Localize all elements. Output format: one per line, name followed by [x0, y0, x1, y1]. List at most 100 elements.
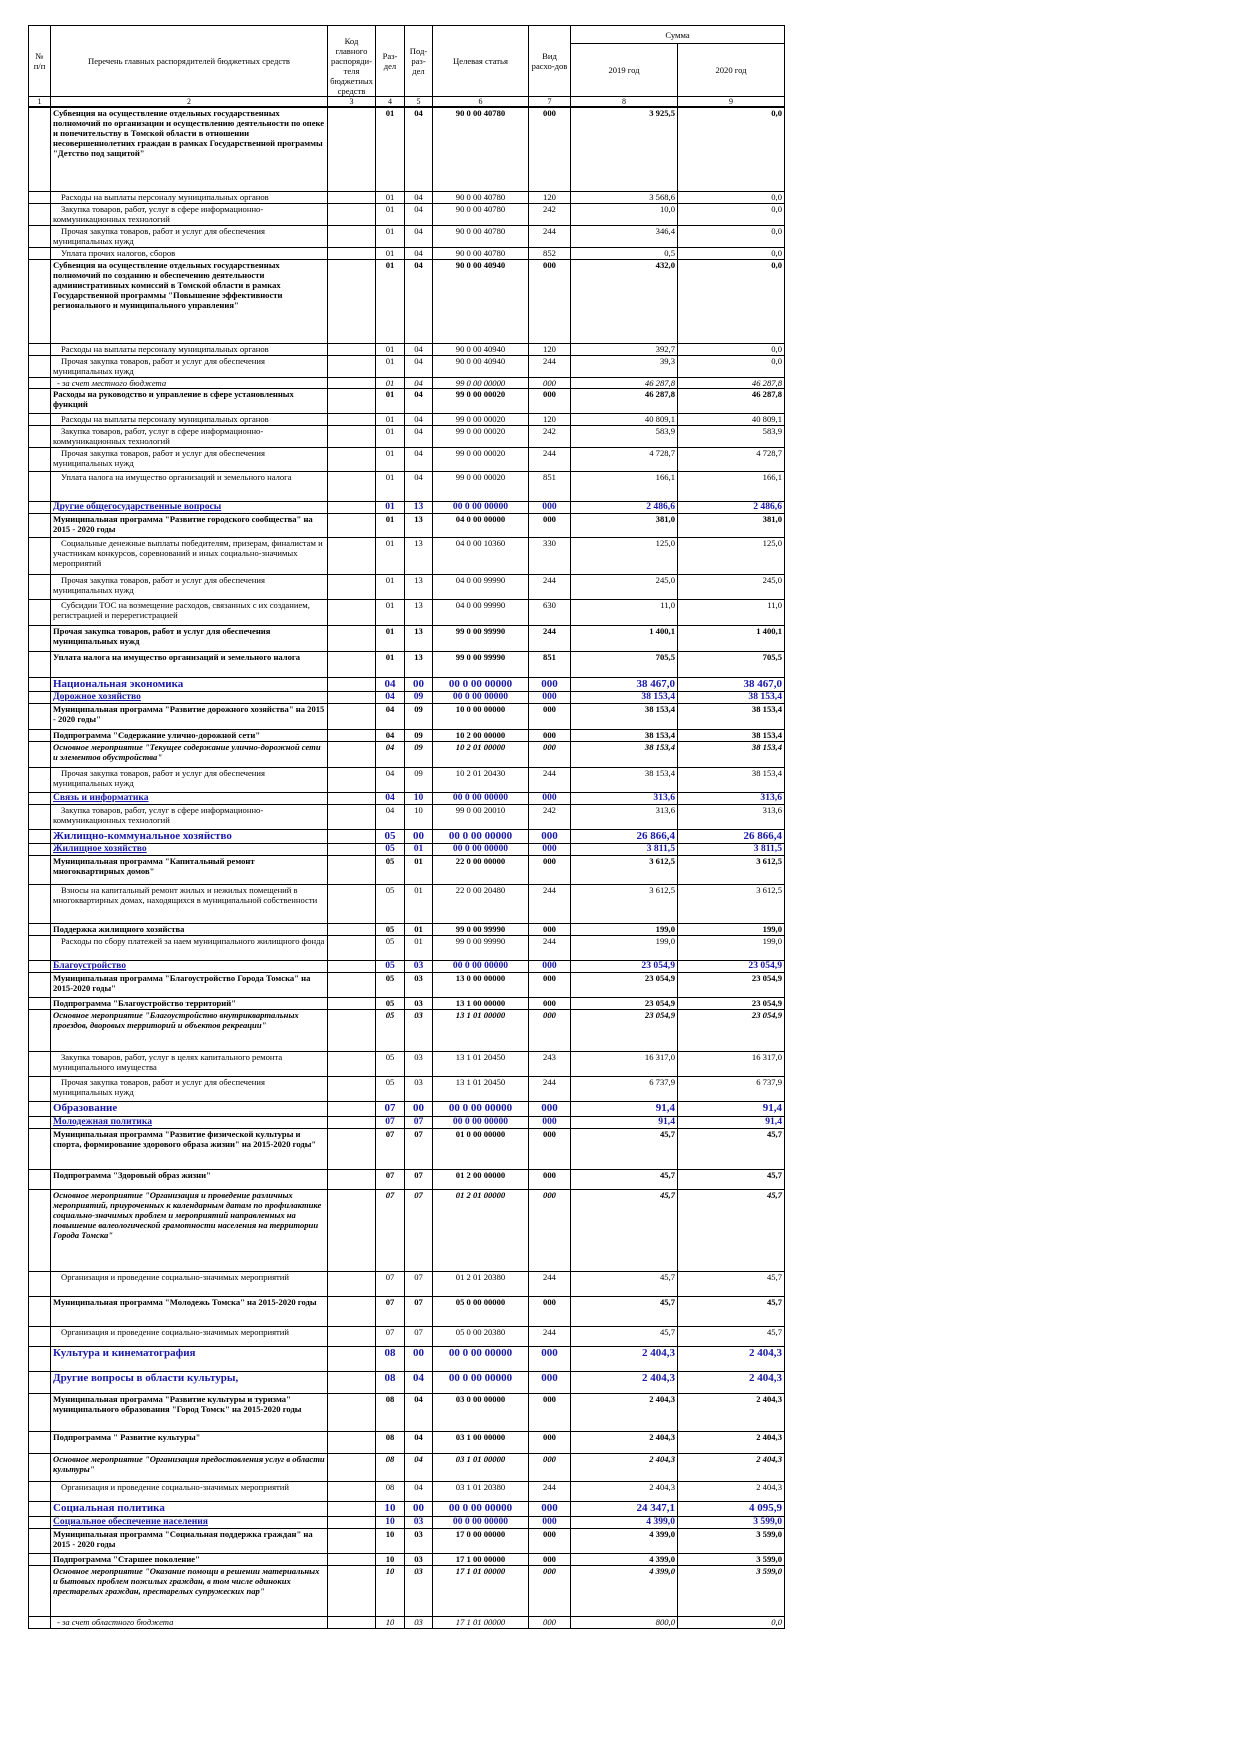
expense-type: 630: [528, 598, 571, 626]
sum-2019: 313,6: [570, 791, 678, 805]
podrazdel: 09: [404, 766, 433, 793]
sum-2020: 38 153,4: [677, 690, 785, 704]
expense-type: 000: [528, 690, 571, 704]
table-row: Прочая закупка товаров, работ и услуг дл…: [28, 354, 785, 378]
table-row: Подпрограмма "Благоустройство территорий…: [28, 996, 785, 1010]
target-article: 04 0 00 00000: [432, 512, 529, 538]
code-cell: [327, 342, 376, 356]
row-number-cell: [28, 702, 51, 730]
table-row: Основное мероприятие "Организация и пров…: [28, 1188, 785, 1272]
expense-type: 120: [528, 190, 571, 204]
razdel: 05: [375, 1008, 405, 1052]
podrazdel: 07: [404, 1270, 433, 1297]
table-row: Прочая закупка товаров, работ и услуг дл…: [28, 573, 785, 600]
expense-type: 000: [528, 971, 571, 998]
razdel: 04: [375, 766, 405, 793]
podrazdel: 03: [404, 1008, 433, 1052]
code-cell: [327, 1075, 376, 1102]
item-name: Закупка товаров, работ, услуг в сфере ин…: [50, 424, 328, 448]
sum-2020: 45,7: [677, 1295, 785, 1327]
expense-type: 000: [528, 922, 571, 936]
expense-type: 000: [528, 1500, 571, 1517]
row-number-cell: [28, 676, 51, 692]
expense-type: 000: [528, 1100, 571, 1117]
razdel: 10: [375, 1615, 405, 1629]
row-number-cell: [28, 536, 51, 575]
podrazdel: 07: [404, 1325, 433, 1347]
table-row: Организация и проведение социально-значи…: [28, 1270, 785, 1297]
row-number-cell: [28, 470, 51, 502]
table-row: Закупка товаров, работ, услуг в сфере ин…: [28, 202, 785, 226]
table-row: Субвенция на осуществление отдельных гос…: [28, 106, 785, 192]
podrazdel: 01: [404, 934, 433, 961]
sum-2020: 0,0: [677, 258, 785, 344]
row-number-cell: [28, 1008, 51, 1052]
target-article: 00 0 00 00000: [432, 959, 529, 973]
column-number: 9: [677, 96, 785, 108]
item-name: Расходы на руководство и управление в сф…: [50, 387, 328, 414]
target-article: 99 0 00 99990: [432, 934, 529, 961]
table-row: Уплата прочих налогов, сборов 01 04 90 0 00…: [28, 246, 785, 260]
code-cell: [327, 412, 376, 426]
code-cell: [327, 791, 376, 805]
item-name: Основное мероприятие "Текущее содержание…: [50, 740, 328, 768]
sum-2019: 4 399,0: [570, 1564, 678, 1617]
column-number: 8: [570, 96, 678, 108]
sum-2020: 91,4: [677, 1100, 785, 1117]
row-number-cell: [28, 1500, 51, 1517]
sum-2020: 3 612,5: [677, 883, 785, 924]
row-number-cell: [28, 690, 51, 704]
target-article: 99 0 00 99990: [432, 922, 529, 936]
razdel: 01: [375, 387, 405, 414]
code-cell: [327, 190, 376, 204]
row-number-cell: [28, 934, 51, 961]
header-cell: Целевая статья: [432, 25, 529, 97]
expense-type: 244: [528, 573, 571, 600]
target-article: 04 0 00 10360: [432, 536, 529, 575]
razdel: 01: [375, 106, 405, 192]
target-article: 90 0 00 40780: [432, 246, 529, 260]
row-number-cell: [28, 922, 51, 936]
row-number-cell: [28, 883, 51, 924]
sum-2020: 3 811,5: [677, 842, 785, 856]
expense-type: 000: [528, 996, 571, 1010]
sum-2019: 45,7: [570, 1168, 678, 1190]
sum-2019: 3 612,5: [570, 883, 678, 924]
code-cell: [327, 512, 376, 538]
sum-2019: 38 467,0: [570, 676, 678, 692]
item-name: Муниципальная программа "Капитальный рем…: [50, 854, 328, 885]
target-article: 99 0 00 99990: [432, 624, 529, 652]
podrazdel: 04: [404, 387, 433, 414]
table-row: - за счет местного бюджета 01 04 99 0 00 00…: [28, 376, 785, 389]
sum-2019: 2 404,3: [570, 1452, 678, 1482]
row-number-cell: [28, 1345, 51, 1372]
code-cell: [327, 1370, 376, 1394]
item-name: Организация и проведение социально-значи…: [50, 1325, 328, 1347]
sum-2020: 4 728,7: [677, 446, 785, 472]
razdel: 08: [375, 1345, 405, 1372]
item-name: Социальные денежные выплаты победителям,…: [50, 536, 328, 575]
sum-2020: 313,6: [677, 791, 785, 805]
razdel: 10: [375, 1500, 405, 1517]
sum-2020: 199,0: [677, 922, 785, 936]
item-name: Прочая закупка товаров, работ и услуг дл…: [50, 624, 328, 652]
table-row: Взносы на капитальный ремонт жилых и неж…: [28, 883, 785, 924]
expense-type: 000: [528, 500, 571, 514]
target-article: 00 0 00 00000: [432, 1500, 529, 1517]
row-number-cell: [28, 803, 51, 830]
row-number-cell: [28, 190, 51, 204]
table-row: Другие общегосударственные вопросы 01 13 00…: [28, 500, 785, 514]
row-number-cell: [28, 1430, 51, 1454]
row-number-cell: [28, 842, 51, 856]
podrazdel: 10: [404, 803, 433, 830]
razdel: 07: [375, 1295, 405, 1327]
item-name: Основное мероприятие "Организация и пров…: [50, 1188, 328, 1272]
code-cell: [327, 354, 376, 378]
sum-2020: 45,7: [677, 1270, 785, 1297]
sum-2020: 2 404,3: [677, 1345, 785, 1372]
table-row: Муниципальная программа "Развитие культу…: [28, 1392, 785, 1432]
row-number-cell: [28, 1515, 51, 1529]
sum-2019: 6 737,9: [570, 1075, 678, 1102]
table-row: Подпрограмма "Содержание улично-дорожной…: [28, 728, 785, 742]
row-number-cell: [28, 650, 51, 678]
